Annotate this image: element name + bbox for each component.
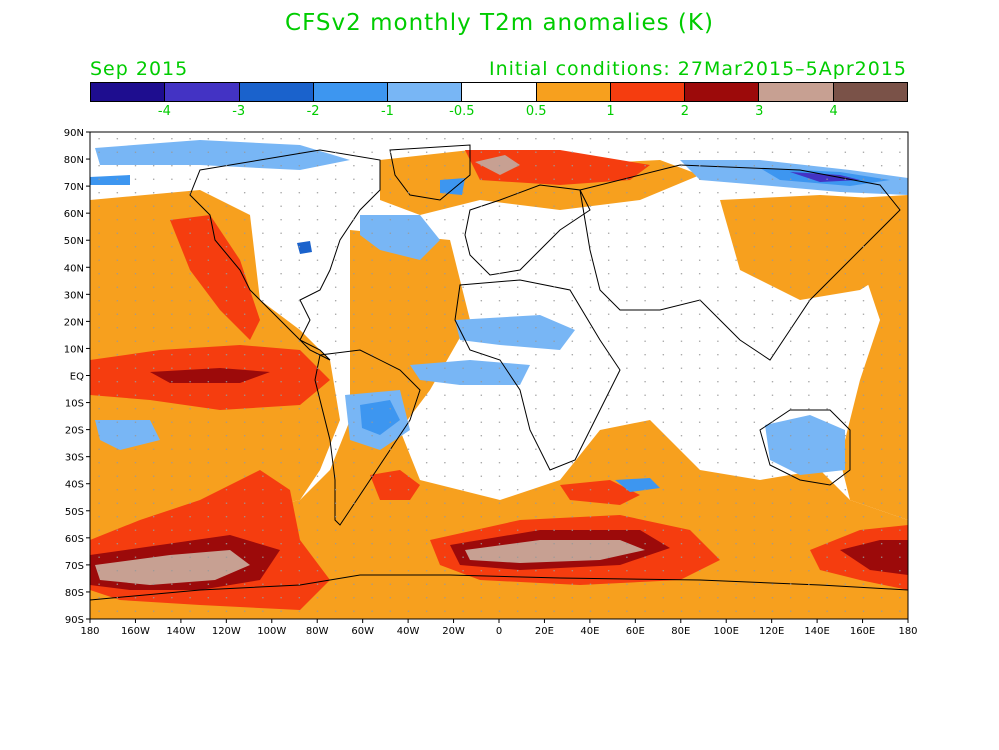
colorbar — [90, 82, 908, 102]
lon-label: 40W — [397, 626, 420, 637]
colorbar-tick-label: -1 — [380, 104, 394, 119]
colorbar-tick-label: 4 — [829, 104, 838, 119]
colorbar-swatch — [462, 83, 537, 101]
lat-label: EQ — [70, 372, 84, 383]
lat-label: 20S — [65, 426, 84, 437]
longitude-axis: 180 160W 140W 120W 100W 80W 60W 40W 20W 0 20E 40E 60… — [80, 619, 918, 637]
colorbar-tick-label: 2 — [680, 104, 690, 119]
colorbar-swatch — [833, 83, 907, 101]
forecast-month: Sep 2015 — [90, 58, 189, 80]
lon-label: 140W — [166, 626, 195, 637]
colorbar-swatch — [239, 83, 314, 101]
lon-label: 160E — [850, 626, 875, 637]
lat-label: 90S — [65, 615, 84, 626]
lat-label: 10N — [64, 344, 84, 355]
lat-label: 60N — [64, 209, 84, 220]
lon-label: 60W — [351, 626, 374, 637]
colorbar-tick-label: 0.5 — [525, 104, 547, 119]
lat-label: 40S — [65, 480, 84, 491]
colorbar-tick-label: 3 — [755, 104, 764, 119]
grid-dots — [90, 132, 908, 619]
colorbar-tick-label: -0.5 — [449, 104, 475, 119]
colorbar-labels: -4 -3 -2 -1 -0.5 0.5 1 2 3 4 — [90, 104, 908, 122]
lat-label: 60S — [65, 534, 84, 545]
colorbar-swatch — [610, 83, 686, 101]
lat-label: 50N — [64, 236, 84, 247]
lon-label: 20W — [442, 626, 465, 637]
lon-label: 120W — [212, 626, 241, 637]
colorbar-swatch — [388, 83, 463, 101]
lon-label: 100W — [257, 626, 286, 637]
lon-label: 180 — [898, 626, 917, 637]
lon-label: 100E — [714, 626, 739, 637]
lat-label: 80S — [65, 588, 84, 599]
lon-label: 40E — [580, 626, 599, 637]
colorbar-tick-label: -4 — [157, 104, 171, 119]
lon-label: 180 — [80, 626, 99, 637]
lon-label: 0 — [496, 626, 502, 637]
colorbar-swatch — [313, 83, 389, 101]
lat-label: 40N — [64, 263, 84, 274]
colorbar-swatch — [759, 83, 834, 101]
colorbar-tick-label: -2 — [306, 104, 320, 119]
colorbar-tick-label: -3 — [232, 104, 246, 119]
lat-label: 70N — [64, 182, 84, 193]
lat-label: 80N — [64, 155, 84, 166]
lat-label: 90N — [64, 128, 84, 139]
chart-title: CFSv2 monthly T2m anomalies (K) — [285, 10, 714, 36]
lat-label: 30N — [64, 290, 84, 301]
lat-label: 20N — [64, 317, 84, 328]
colorbar-swatch — [536, 83, 611, 101]
lon-label: 60E — [626, 626, 645, 637]
colorbar-swatch — [91, 83, 166, 101]
lon-label: 80W — [306, 626, 329, 637]
lon-label: 20E — [535, 626, 554, 637]
latitude-axis: 90N 80N 70N 60N 50N 40N 30N 20N 10N EQ 10S 20S 30S 40… — [64, 128, 90, 626]
lat-label: 50S — [65, 507, 84, 518]
colorbar-swatch — [685, 83, 760, 101]
lon-label: 160W — [121, 626, 150, 637]
colorbar-swatch — [165, 83, 240, 101]
lon-label: 120E — [759, 626, 784, 637]
lat-label: 30S — [65, 453, 84, 464]
lon-label: 80E — [671, 626, 690, 637]
lat-label: 70S — [65, 561, 84, 572]
colorbar-tick-label: 1 — [606, 104, 615, 119]
lat-label: 10S — [65, 399, 84, 410]
initial-conditions: Initial conditions: 27Mar2015–5Apr2015 — [489, 58, 907, 80]
lon-label: 140E — [804, 626, 829, 637]
